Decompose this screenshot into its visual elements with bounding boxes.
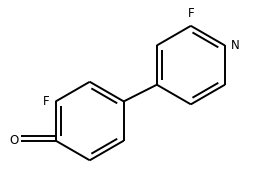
Text: N: N — [231, 39, 239, 52]
Text: F: F — [188, 7, 194, 20]
Text: F: F — [43, 95, 50, 108]
Text: O: O — [9, 134, 18, 147]
